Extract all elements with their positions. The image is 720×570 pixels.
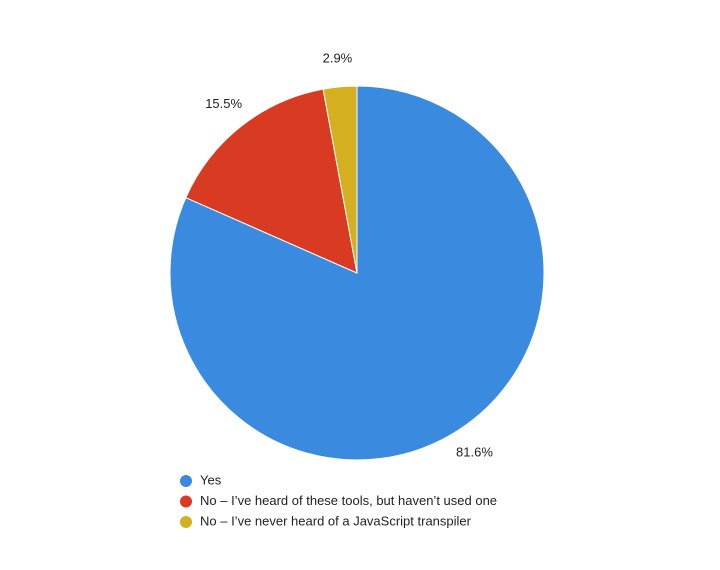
legend-marker [180, 475, 192, 487]
legend-marker [180, 495, 192, 508]
pie-slice [322, 85, 358, 274]
value-label: 15.5% [205, 96, 242, 111]
value-label: 81.6% [456, 445, 493, 460]
legend-label: No – I’ve heard of these tools, but have… [200, 493, 497, 508]
legend-label: No – I’ve never heard of a JavaScript tr… [200, 513, 472, 528]
pie-slice [185, 88, 358, 274]
legend-marker [180, 516, 192, 528]
legend-label: Yes [200, 472, 222, 487]
value-label: 2.9% [323, 50, 353, 65]
